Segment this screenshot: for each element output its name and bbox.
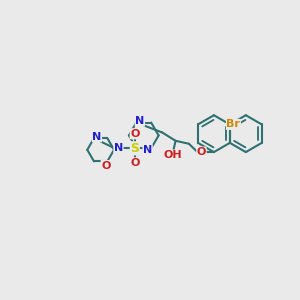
Text: N: N	[143, 145, 152, 155]
Text: N: N	[92, 132, 102, 142]
Text: OH: OH	[164, 150, 182, 160]
Text: N: N	[114, 143, 123, 153]
Text: O: O	[130, 158, 140, 168]
Text: N: N	[135, 116, 145, 126]
Text: S: S	[130, 142, 139, 155]
Text: O: O	[101, 160, 110, 170]
Text: O: O	[197, 147, 206, 157]
Text: O: O	[130, 129, 140, 139]
Text: Br: Br	[226, 119, 240, 129]
